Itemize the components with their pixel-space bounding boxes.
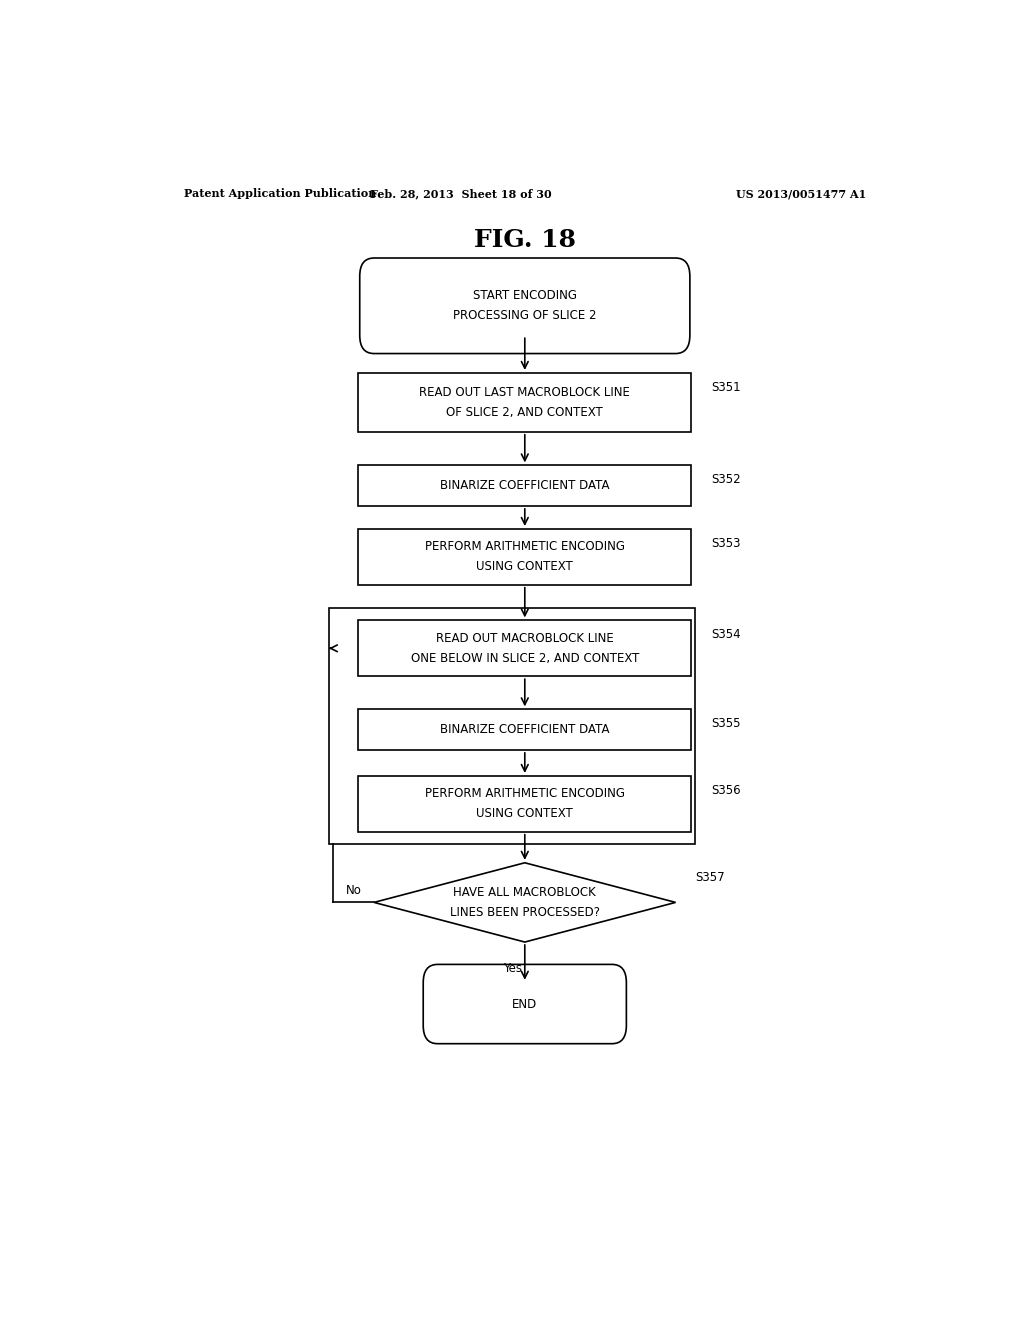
Text: US 2013/0051477 A1: US 2013/0051477 A1 bbox=[736, 189, 866, 199]
Bar bbox=[358, 620, 691, 676]
Text: FIG. 18: FIG. 18 bbox=[474, 228, 575, 252]
Text: PERFORM ARITHMETIC ENCODING: PERFORM ARITHMETIC ENCODING bbox=[425, 540, 625, 553]
Text: ONE BELOW IN SLICE 2, AND CONTEXT: ONE BELOW IN SLICE 2, AND CONTEXT bbox=[411, 652, 639, 665]
Text: S355: S355 bbox=[712, 718, 740, 730]
Bar bbox=[358, 466, 691, 506]
Polygon shape bbox=[374, 863, 676, 942]
Text: START ENCODING: START ENCODING bbox=[473, 289, 577, 302]
Text: No: No bbox=[346, 883, 362, 896]
Text: Feb. 28, 2013  Sheet 18 of 30: Feb. 28, 2013 Sheet 18 of 30 bbox=[371, 189, 552, 199]
Text: HAVE ALL MACROBLOCK: HAVE ALL MACROBLOCK bbox=[454, 886, 596, 899]
Text: BINARIZE COEFFICIENT DATA: BINARIZE COEFFICIENT DATA bbox=[440, 479, 609, 492]
Text: END: END bbox=[512, 998, 538, 1011]
Text: Patent Application Publication: Patent Application Publication bbox=[183, 189, 376, 199]
Text: USING CONTEXT: USING CONTEXT bbox=[476, 808, 573, 821]
Text: BINARIZE COEFFICIENT DATA: BINARIZE COEFFICIENT DATA bbox=[440, 723, 609, 737]
Text: USING CONTEXT: USING CONTEXT bbox=[476, 561, 573, 573]
Text: Yes: Yes bbox=[504, 962, 522, 975]
Text: READ OUT LAST MACROBLOCK LINE: READ OUT LAST MACROBLOCK LINE bbox=[420, 385, 630, 399]
Text: READ OUT MACROBLOCK LINE: READ OUT MACROBLOCK LINE bbox=[436, 632, 613, 644]
FancyBboxPatch shape bbox=[423, 965, 627, 1044]
Bar bbox=[329, 609, 695, 843]
Text: S352: S352 bbox=[712, 474, 741, 487]
Text: LINES BEEN PROCESSED?: LINES BEEN PROCESSED? bbox=[450, 906, 600, 919]
Text: S351: S351 bbox=[712, 381, 741, 393]
Bar bbox=[358, 372, 691, 432]
Text: OF SLICE 2, AND CONTEXT: OF SLICE 2, AND CONTEXT bbox=[446, 407, 603, 418]
Text: PERFORM ARITHMETIC ENCODING: PERFORM ARITHMETIC ENCODING bbox=[425, 787, 625, 800]
Text: S357: S357 bbox=[695, 871, 725, 884]
Bar bbox=[358, 709, 691, 750]
Bar bbox=[358, 776, 691, 832]
Text: S354: S354 bbox=[712, 628, 741, 642]
Text: S356: S356 bbox=[712, 784, 741, 797]
Text: PROCESSING OF SLICE 2: PROCESSING OF SLICE 2 bbox=[453, 309, 597, 322]
FancyBboxPatch shape bbox=[359, 257, 690, 354]
Bar bbox=[358, 529, 691, 585]
Text: S353: S353 bbox=[712, 537, 740, 550]
